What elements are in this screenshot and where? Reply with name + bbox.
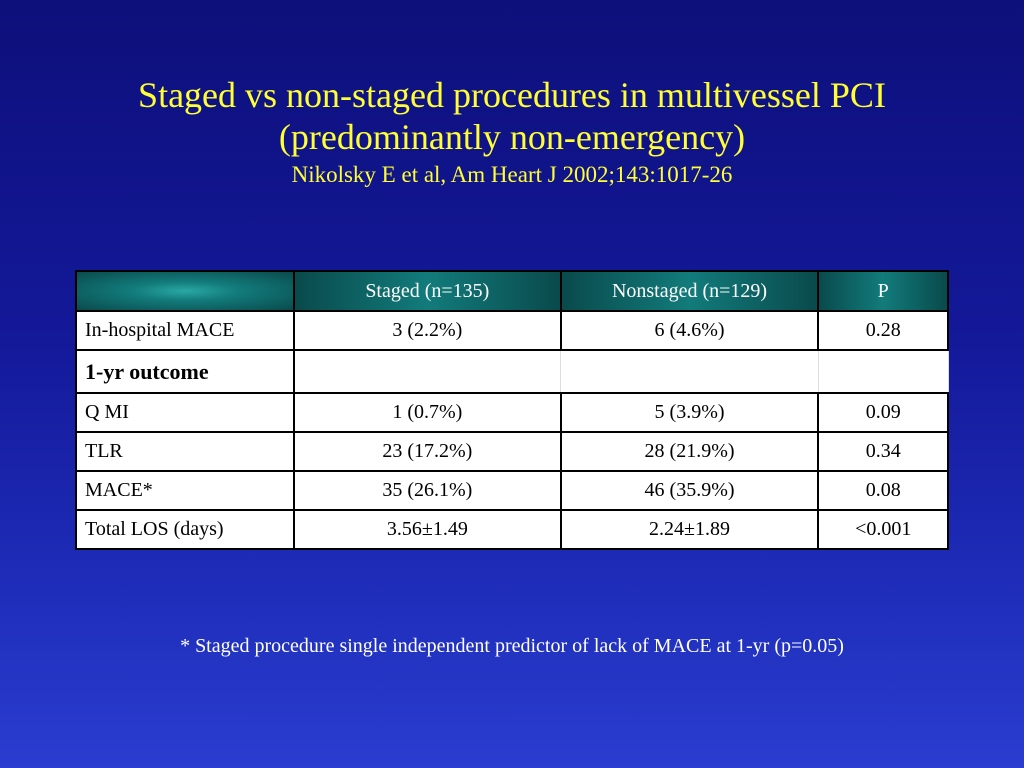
table-header-row: Staged (n=135) Nonstaged (n=129) P	[74, 270, 949, 312]
header-staged: Staged (n=135)	[293, 270, 562, 312]
cell-p-value	[817, 349, 949, 394]
cell-staged: 3 (2.2%)	[293, 310, 562, 351]
cell-nonstaged: 5 (3.9%)	[559, 392, 820, 433]
header-nonstaged: Nonstaged (n=129)	[559, 270, 820, 312]
slide-title-line1: Staged vs non-staged procedures in multi…	[138, 75, 886, 115]
cell-staged: 1 (0.7%)	[293, 392, 562, 433]
row-label: In-hospital MACE	[74, 310, 296, 351]
header-p-value: P	[817, 270, 949, 312]
cell-staged: 23 (17.2%)	[293, 431, 562, 472]
cell-nonstaged: 46 (35.9%)	[559, 470, 820, 511]
row-label: Q MI	[74, 392, 296, 433]
table-row: In-hospital MACE 3 (2.2%) 6 (4.6%) 0.28	[74, 310, 949, 351]
cell-p-value: 0.34	[817, 431, 949, 472]
cell-p-value: 0.09	[817, 392, 949, 433]
row-label: Total LOS (days)	[74, 509, 296, 550]
section-label: 1-yr outcome	[74, 349, 296, 394]
table-row: Total LOS (days) 3.56±1.49 2.24±1.89 <0.…	[74, 509, 949, 550]
header-corner-cell	[74, 270, 296, 312]
cell-staged: 35 (26.1%)	[293, 470, 562, 511]
cell-p-value: 0.08	[817, 470, 949, 511]
table-row: Q MI 1 (0.7%) 5 (3.9%) 0.09	[74, 392, 949, 433]
cell-staged: 3.56±1.49	[293, 509, 562, 550]
cell-nonstaged: 6 (4.6%)	[559, 310, 820, 351]
cell-p-value: <0.001	[817, 509, 949, 550]
row-label: MACE*	[74, 470, 296, 511]
slide-footnote: * Staged procedure single independent pr…	[180, 635, 844, 657]
table-row: TLR 23 (17.2%) 28 (21.9%) 0.34	[74, 431, 949, 472]
cell-nonstaged	[560, 349, 819, 394]
table-row: MACE* 35 (26.1%) 46 (35.9%) 0.08	[74, 470, 949, 511]
table-section-row: 1-yr outcome	[74, 349, 949, 394]
cell-nonstaged: 2.24±1.89	[559, 509, 820, 550]
cell-nonstaged: 28 (21.9%)	[559, 431, 820, 472]
slide-citation: Nikolsky E et al, Am Heart J 2002;143:10…	[291, 162, 733, 187]
row-label: TLR	[74, 431, 296, 472]
slide-title-block: Staged vs non-staged procedures in multi…	[0, 74, 1024, 190]
cell-staged	[293, 349, 562, 394]
cell-p-value: 0.28	[817, 310, 949, 351]
slide-title-line2: (predominantly non-emergency)	[278, 117, 746, 157]
outcomes-table: Staged (n=135) Nonstaged (n=129) P In-ho…	[74, 270, 949, 550]
